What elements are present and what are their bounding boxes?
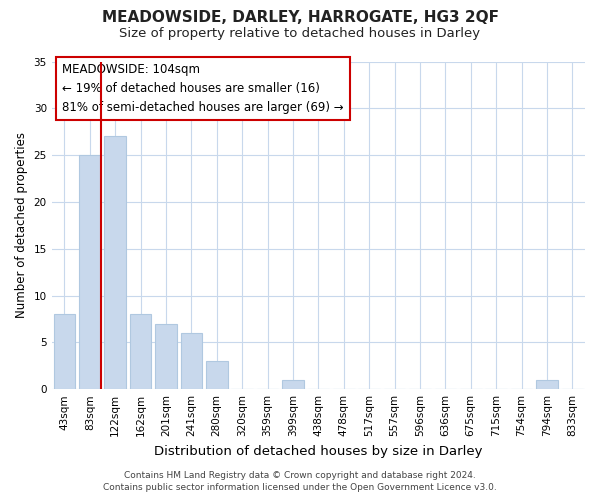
X-axis label: Distribution of detached houses by size in Darley: Distribution of detached houses by size … (154, 444, 482, 458)
Bar (206, 361, 227, 389)
Bar (104, 136, 126, 389)
Bar (53, 314, 75, 389)
Text: Size of property relative to detached houses in Darley: Size of property relative to detached ho… (119, 28, 481, 40)
Text: MEADOWSIDE, DARLEY, HARROGATE, HG3 2QF: MEADOWSIDE, DARLEY, HARROGATE, HG3 2QF (101, 10, 499, 25)
Bar (155, 324, 177, 389)
Text: Contains HM Land Registry data © Crown copyright and database right 2024.
Contai: Contains HM Land Registry data © Crown c… (103, 471, 497, 492)
Bar (79, 155, 101, 389)
Y-axis label: Number of detached properties: Number of detached properties (15, 132, 28, 318)
Bar (536, 380, 557, 389)
Bar (130, 314, 151, 389)
Text: MEADOWSIDE: 104sqm
← 19% of detached houses are smaller (16)
81% of semi-detache: MEADOWSIDE: 104sqm ← 19% of detached hou… (62, 63, 344, 114)
Bar (181, 333, 202, 389)
Bar (282, 380, 304, 389)
